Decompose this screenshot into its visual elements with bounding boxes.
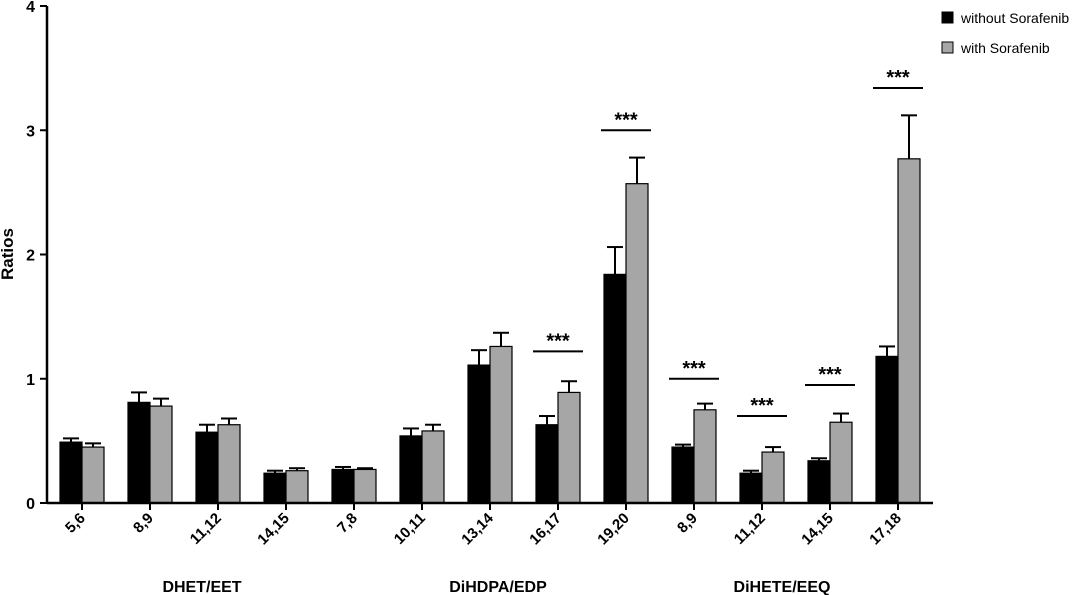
significance-label: *** [546, 330, 570, 352]
bar-with-sorafenib [557, 391, 581, 504]
significance-label: *** [682, 358, 706, 380]
legend: without Sorafenib with Sorafenib [941, 10, 1069, 56]
y-axis-label: Ratios [0, 228, 17, 280]
x-tick-label: 14,15 [254, 510, 293, 549]
bar-without-sorafenib [535, 424, 559, 504]
significance-label: *** [886, 67, 910, 89]
bar-with-sorafenib [149, 405, 173, 504]
bar-with-sorafenib [625, 183, 649, 504]
x-tick-label: 8,9 [674, 510, 701, 537]
bar-without-sorafenib [671, 446, 695, 504]
x-tick-label: 13,14 [458, 509, 497, 548]
bar-without-sorafenib [739, 472, 763, 504]
y-tick-label: 2 [26, 248, 35, 265]
legend-label-without-sorafenib: without Sorafenib [960, 10, 1069, 26]
y-tick-label: 4 [26, 0, 35, 16]
bar-with-sorafenib [897, 158, 921, 504]
legend-swatch-without-sorafenib [941, 11, 954, 24]
x-tick-label: 17,18 [866, 510, 905, 549]
y-tick-label: 0 [26, 496, 35, 513]
x-tick-label: 14,15 [798, 510, 837, 549]
group-label-dihete-eeq: DiHETE/EEQ [734, 579, 831, 595]
bar-without-sorafenib [195, 431, 219, 504]
x-tick-label: 11,12 [187, 510, 225, 548]
significance-label: *** [818, 364, 842, 386]
x-tick-label: 8,9 [130, 510, 157, 537]
y-tick-label: 3 [26, 123, 35, 140]
bar-with-sorafenib [81, 446, 105, 504]
y-tick-label: 1 [26, 372, 35, 389]
bar-with-sorafenib [285, 470, 309, 504]
legend-swatch-with-sorafenib [941, 41, 954, 54]
bar-without-sorafenib [263, 472, 287, 504]
bar-without-sorafenib [603, 273, 627, 504]
significance-label: *** [750, 395, 774, 417]
x-tick-label: 7,8 [334, 510, 361, 537]
plot-area: 0 1 2 3 4 5,6 8,9 11,12 14,15 7,8 10,11 13,14 16,17 1… [26, 0, 923, 548]
bar-with-sorafenib [217, 424, 241, 504]
group-label-dihdpa-edp: DiHDPA/EDP [449, 579, 547, 595]
x-tick-label: 11,12 [731, 510, 769, 548]
x-tick-label: 19,20 [594, 510, 633, 549]
bar-without-sorafenib [807, 460, 831, 504]
bar-without-sorafenib [467, 364, 491, 504]
bar-with-sorafenib [353, 468, 377, 504]
x-tick-label: 16,17 [526, 510, 565, 549]
bar-with-sorafenib [829, 421, 853, 504]
group-label-dhet-eet: DHET/EET [162, 579, 241, 595]
bar-without-sorafenib [127, 401, 151, 504]
x-tick-label: 10,11 [391, 510, 429, 548]
significance-label: *** [614, 109, 638, 131]
bar-with-sorafenib [761, 451, 785, 504]
bar-without-sorafenib [331, 468, 355, 504]
bar-with-sorafenib [489, 345, 513, 504]
legend-label-with-sorafenib: with Sorafenib [960, 40, 1050, 56]
bar-without-sorafenib [59, 441, 83, 504]
x-tick-label: 5,6 [62, 510, 89, 537]
bar-with-sorafenib [421, 430, 445, 504]
bar-without-sorafenib [399, 435, 423, 504]
bar-with-sorafenib [693, 409, 717, 504]
bar-without-sorafenib [875, 355, 899, 504]
